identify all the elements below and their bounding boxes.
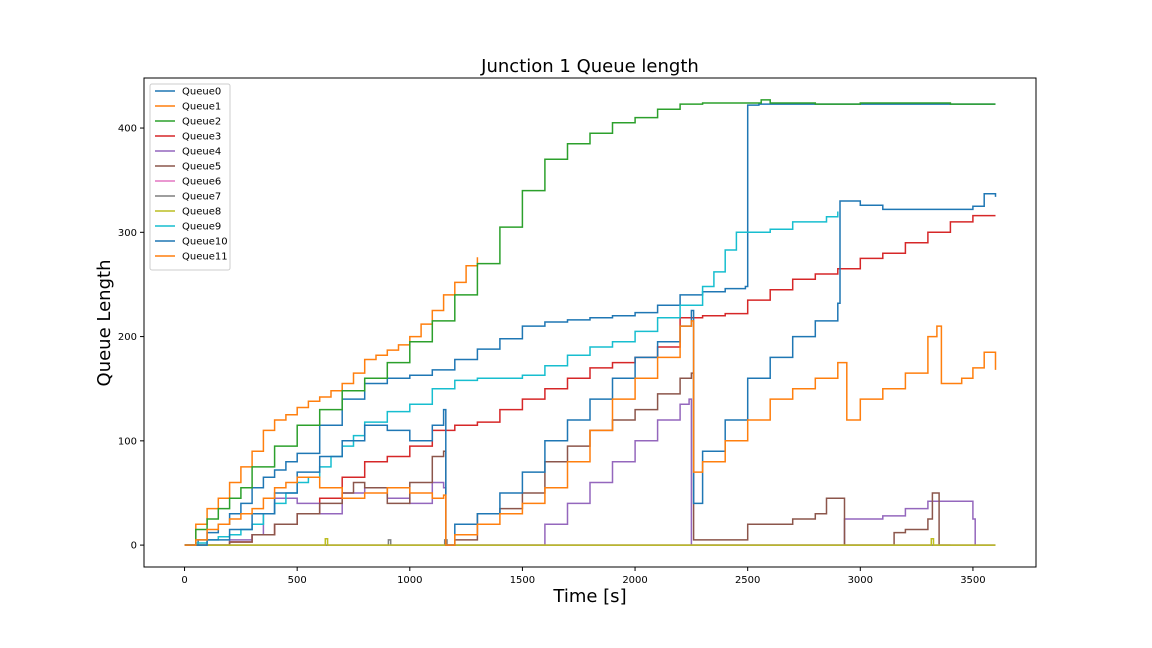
legend-entry-queue5: Queue5: [182, 162, 221, 173]
legend-entry-queue2: Queue2: [182, 117, 221, 128]
series-line-queue10: [184, 192, 997, 546]
x-tick-label: 500: [288, 575, 307, 586]
chart-title: Junction 1 Queue length: [480, 56, 699, 77]
y-axis-label: Queue Length: [94, 260, 115, 387]
x-tick-label: 2000: [622, 575, 647, 586]
x-axis-ticks: 0 500 1000 1500 2000 2500 3000 3500: [181, 567, 986, 586]
series-line-queue4: [184, 398, 976, 546]
legend-entry-queue10: Queue10: [182, 237, 228, 248]
legend-entry-queue3: Queue3: [182, 132, 221, 143]
y-tick-label: 200: [118, 332, 137, 343]
series-line-queue0: [184, 103, 996, 546]
y-tick-label: 300: [118, 228, 137, 239]
x-tick-label: 1500: [510, 575, 535, 586]
series-line-queue2: [184, 99, 996, 546]
legend-entry-queue8: Queue8: [182, 207, 221, 218]
legend-entry-queue6: Queue6: [182, 177, 221, 188]
series-line-queue8: [184, 538, 996, 546]
plot-frame: [143, 77, 1037, 568]
legend-entry-queue4: Queue4: [182, 147, 221, 158]
legend-entry-queue1: Queue1: [182, 102, 221, 113]
legend-entry-queue9: Queue9: [182, 222, 221, 233]
y-tick-label: 0: [131, 541, 137, 552]
legend-entry-queue11: Queue11: [182, 252, 228, 263]
series-line-queue3: [184, 214, 996, 546]
legend-entry-queue0: Queue0: [182, 87, 221, 98]
series-line-queue1: [184, 257, 479, 546]
legend-box: [149, 83, 231, 271]
x-axis-label: Time [s]: [552, 586, 626, 607]
series-line-queue11: [184, 320, 997, 546]
x-tick-label: 3500: [960, 575, 985, 586]
series-layer: [184, 99, 997, 546]
x-tick-label: 2500: [735, 575, 760, 586]
legend: Queue0 Queue1 Queue2 Queue3 Queue4 Queue5 Queu…: [149, 83, 231, 271]
y-axis-ticks: 0 100 200 300 400: [118, 124, 144, 552]
legend-entry-queue7: Queue7: [182, 192, 221, 203]
series-line-queue9: [184, 211, 839, 546]
y-tick-label: 100: [118, 436, 137, 447]
x-tick-label: 3000: [848, 575, 873, 586]
x-tick-label: 0: [181, 575, 187, 586]
y-tick-label: 400: [118, 124, 137, 135]
x-tick-label: 1000: [397, 575, 422, 586]
